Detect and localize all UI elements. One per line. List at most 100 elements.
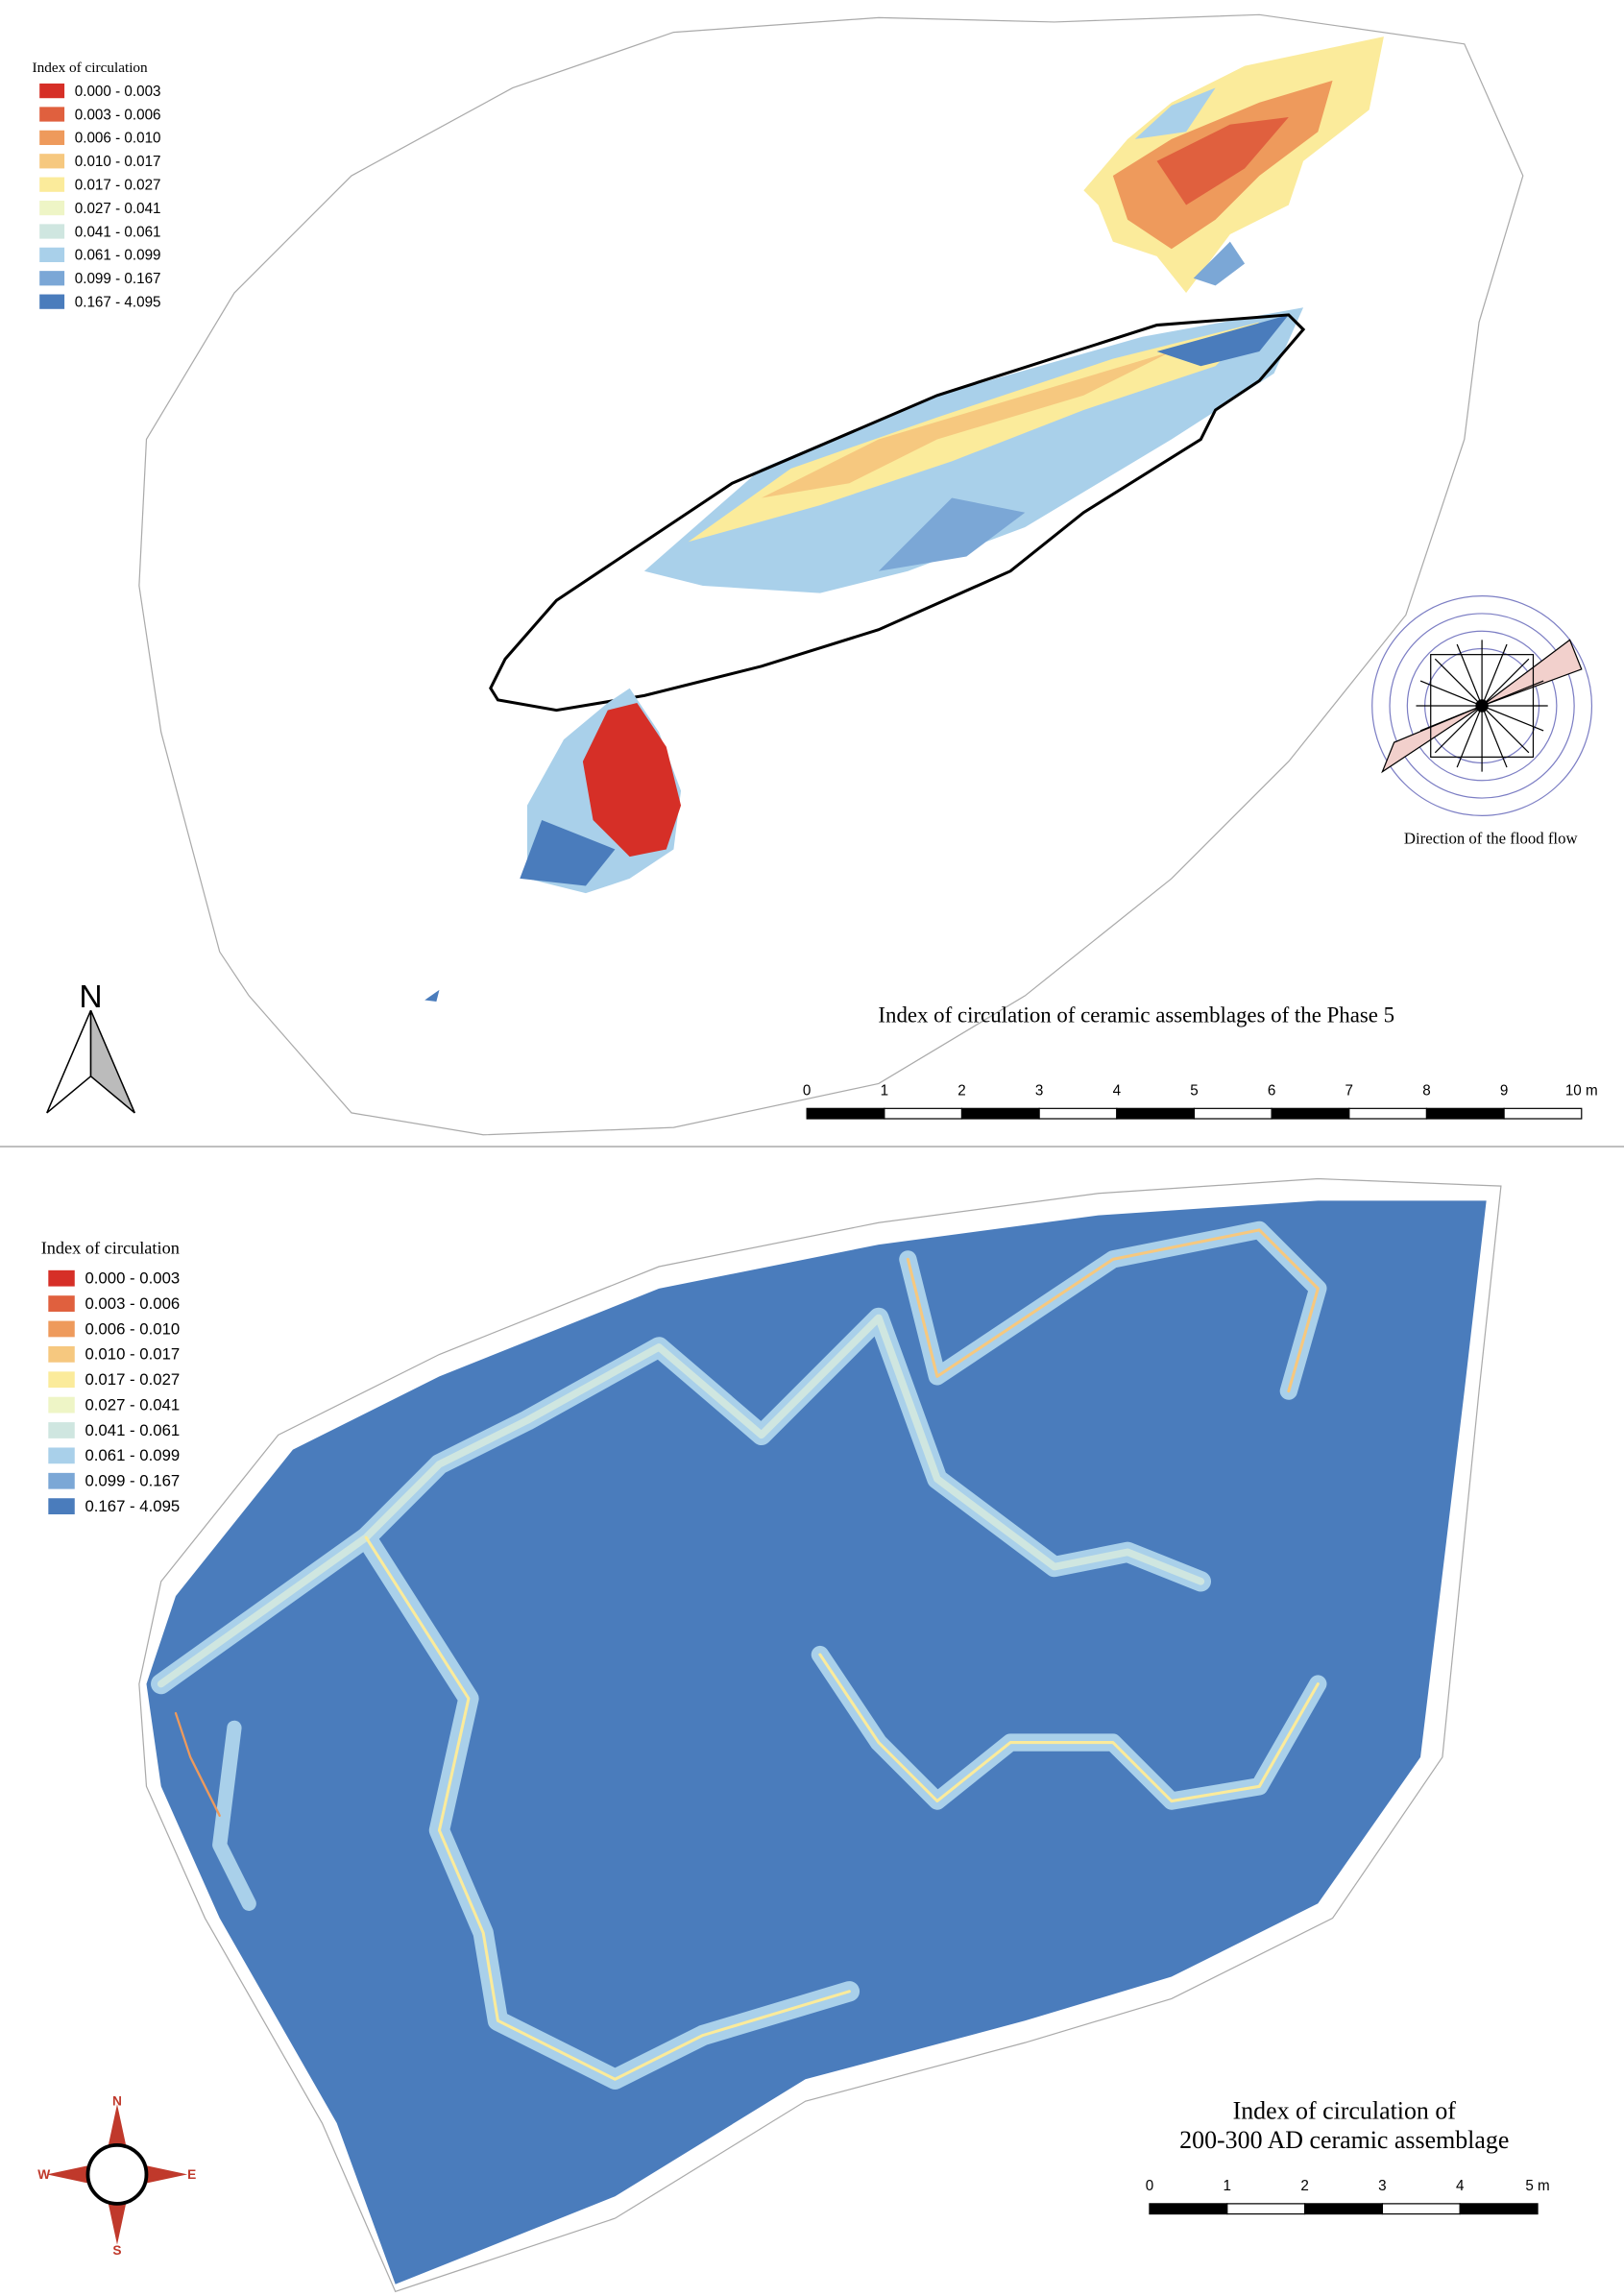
scale-label: 3	[1378, 2178, 1386, 2194]
scale-label: 4	[1113, 1083, 1122, 1100]
legend-swatch	[39, 224, 65, 239]
legend-label: 0.010 - 0.017	[75, 154, 161, 170]
zone	[1156, 314, 1289, 367]
scale-segment	[1303, 2203, 1384, 2215]
scale-segment	[1038, 1107, 1118, 1120]
legend-label: 0.061 - 0.099	[85, 1446, 180, 1464]
compass-n: N	[112, 2094, 122, 2109]
scale-label: 3	[1035, 1083, 1043, 1100]
north-arrow	[46, 1009, 92, 1114]
legend-swatch	[39, 107, 65, 122]
legend-label: 0.167 - 4.095	[75, 295, 161, 311]
legend-title: Index of circulation	[33, 60, 149, 76]
zone	[1193, 241, 1246, 286]
scale-segment	[1459, 2203, 1539, 2215]
compass-rose	[46, 2104, 188, 2245]
legend-label: 0.017 - 0.027	[85, 1370, 180, 1389]
legend-swatch	[39, 154, 65, 169]
legend-swatch	[48, 1345, 75, 1363]
compass-w: W	[37, 2167, 50, 2182]
scale-label: 5	[1190, 1083, 1198, 1100]
scale-segment	[1149, 2203, 1228, 2215]
legend-label: 0.099 - 0.167	[75, 271, 161, 287]
scale-label: 0	[1146, 2178, 1153, 2194]
legend-swatch	[39, 130, 65, 146]
legend-swatch	[39, 177, 65, 192]
scale-segment	[1425, 1107, 1505, 1120]
legend-title: Index of circulation	[41, 1238, 180, 1257]
legend-label: 0.017 - 0.027	[75, 178, 161, 194]
compass-s: S	[112, 2243, 121, 2258]
scale-label: 8	[1422, 1083, 1430, 1100]
legend-label: 0.010 - 0.017	[85, 1345, 180, 1364]
north-arrow	[89, 1009, 135, 1114]
legend-label: 0.003 - 0.006	[85, 1294, 180, 1313]
legend-swatch	[39, 247, 65, 262]
legend-label: 0.006 - 0.010	[75, 131, 161, 147]
scale-label: 4	[1456, 2178, 1465, 2194]
scale-segment	[1271, 1107, 1350, 1120]
scale-segment	[1193, 1107, 1273, 1120]
scale-label: 10 m	[1565, 1083, 1598, 1100]
scale-segment	[960, 1107, 1040, 1120]
compass-e: E	[187, 2167, 196, 2182]
scale-segment	[806, 1107, 885, 1120]
network	[151, 1221, 1327, 2090]
legend-label: 0.041 - 0.061	[85, 1421, 180, 1439]
legend-label: 0.006 - 0.010	[85, 1319, 180, 1338]
map-200-300ad: N E S W Index of circulation of 200-300 …	[37, 1177, 1550, 2293]
legend-label: 0.061 - 0.099	[75, 248, 161, 264]
scale-label: 2	[1300, 2178, 1308, 2194]
map-title: 200-300 AD ceramic assemblage	[1179, 2126, 1509, 2154]
legend-swatch	[48, 1320, 75, 1338]
scale-segment	[1348, 1107, 1428, 1120]
scale-segment	[1116, 1107, 1196, 1120]
zone	[146, 1200, 1487, 2284]
zone	[424, 989, 440, 1003]
zone	[1134, 87, 1216, 139]
scale-segment	[1226, 2203, 1306, 2215]
legend-swatch	[48, 1472, 75, 1489]
north-label: N	[79, 979, 102, 1015]
map-phase5: Direction of the flood flow N Index of c…	[33, 13, 1598, 1136]
site-boundary	[138, 13, 1524, 1136]
scale-label: 6	[1268, 1083, 1275, 1100]
legend-label: 0.099 - 0.167	[85, 1472, 180, 1490]
zone	[761, 351, 1172, 498]
legend-swatch	[39, 200, 65, 216]
scale-label: 7	[1345, 1083, 1353, 1100]
legend-label: 0.027 - 0.041	[85, 1395, 180, 1414]
legend-swatch	[39, 83, 65, 99]
scale-segment	[1381, 2203, 1461, 2215]
zone	[582, 702, 682, 858]
legend-swatch	[48, 1295, 75, 1312]
scale-label: 9	[1500, 1083, 1508, 1100]
rose-diagram	[1371, 595, 1593, 816]
legend-swatch	[48, 1269, 75, 1287]
zone	[878, 497, 1026, 571]
zone	[1156, 117, 1289, 205]
legend-swatch	[48, 1396, 75, 1414]
scale-label: 1	[1224, 2178, 1231, 2194]
scale-label: 2	[957, 1083, 965, 1100]
legend-swatch	[39, 271, 65, 286]
outline	[489, 313, 1306, 713]
map-title: Index of circulation of	[1233, 2096, 1457, 2124]
legend-swatch	[48, 1371, 75, 1389]
legend-label: 0.000 - 0.003	[85, 1269, 180, 1288]
scale-label: 5 m	[1525, 2178, 1549, 2194]
legend-swatch	[39, 294, 65, 309]
scale-label: 1	[881, 1083, 888, 1100]
legend-label: 0.000 - 0.003	[75, 84, 161, 100]
legend-label: 0.041 - 0.061	[75, 224, 161, 240]
zone	[520, 819, 616, 886]
legend-label: 0.167 - 4.095	[85, 1497, 180, 1515]
rose-caption: Direction of the flood flow	[1404, 829, 1579, 847]
scale-label: 0	[803, 1083, 811, 1100]
scale-segment	[1503, 1107, 1583, 1120]
site-boundary	[138, 1177, 1502, 2293]
legend-swatch	[48, 1447, 75, 1464]
map-title: Index of circulation of ceramic assembla…	[878, 1003, 1394, 1027]
